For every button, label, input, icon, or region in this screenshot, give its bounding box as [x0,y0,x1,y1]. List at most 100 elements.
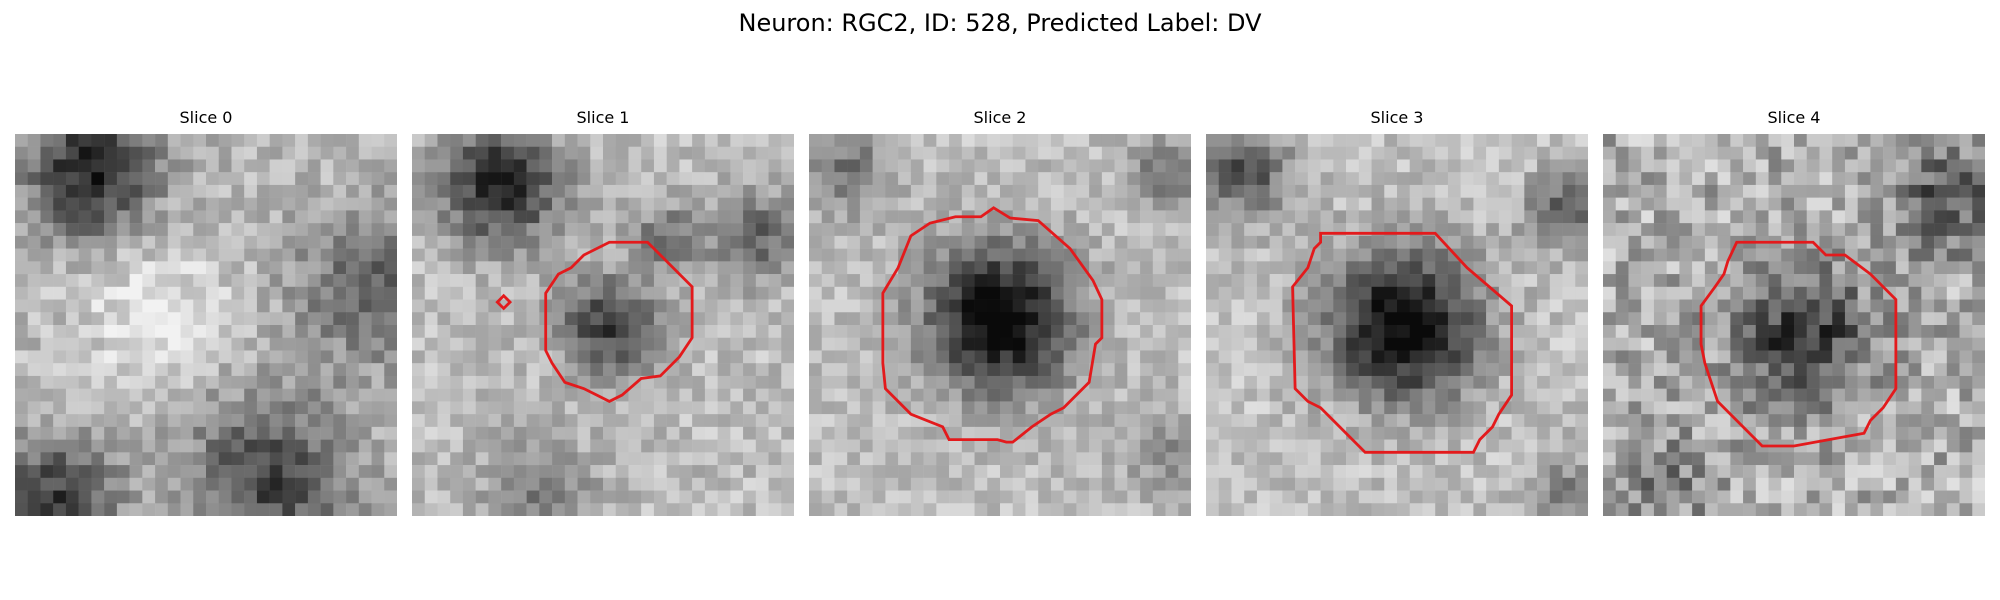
pixel [462,172,476,186]
pixel [717,452,731,466]
pixel [923,375,937,389]
pixel [1256,197,1270,211]
pixel [1282,477,1296,491]
pixel [1768,350,1782,364]
pixel [577,134,591,147]
pixel [666,134,680,147]
pixel [1307,490,1321,504]
pixel [244,261,258,275]
pixel [1730,286,1744,300]
pixel [1409,146,1423,160]
pixel [1679,312,1693,326]
pixel [1498,350,1512,364]
pixel [692,210,706,224]
pixel [437,401,451,415]
pixel [1447,401,1461,415]
pixel [1653,134,1667,147]
pixel [1768,299,1782,313]
pixel [821,261,835,275]
pixel [1524,426,1538,440]
pixel [1870,452,1884,466]
pixel [1282,388,1296,402]
pixel [116,477,130,491]
pixel [53,299,67,313]
pixel [475,337,489,351]
pixel [1114,477,1128,491]
pixel [539,414,553,428]
pixel [1768,159,1782,173]
pixel [717,477,731,491]
pixel [1959,286,1973,300]
pixel [1038,388,1052,402]
pixel [1883,235,1897,249]
pixel [679,197,693,211]
pixel [1781,223,1795,237]
pixel [1844,172,1858,186]
pixel [755,172,769,186]
pixel [987,134,1001,147]
pixel [1679,223,1693,237]
pixel [859,172,873,186]
pixel [371,337,385,351]
pixel [513,465,527,479]
pixel [1206,299,1219,313]
pixel [641,426,655,440]
pixel [1371,426,1385,440]
pixel [27,286,41,300]
pixel [513,363,527,377]
pixel [269,503,283,516]
pixel [1218,490,1232,504]
pixel [1628,172,1642,186]
pixel [1806,312,1820,326]
pixel [1641,350,1655,364]
small-contour [495,293,513,311]
pixel [1537,439,1551,453]
pixel [1371,452,1385,466]
pixel [755,146,769,160]
pixel [320,197,334,211]
pixel [1679,210,1693,224]
pixel [437,465,451,479]
pixel [1114,401,1128,415]
pixel [809,274,822,288]
pixel [961,172,975,186]
pixel [1371,172,1385,186]
pixel [1755,146,1769,160]
pixel [1409,210,1423,224]
pixel [1575,184,1588,198]
pixel [78,490,92,504]
pixel [564,299,578,313]
pixel [1653,235,1667,249]
pixel [1768,210,1782,224]
pixel [1063,159,1077,173]
pixel [244,363,258,377]
pixel [129,172,143,186]
pixel [1460,388,1474,402]
pixel [462,274,476,288]
pixel [1256,350,1270,364]
pixel [1934,312,1948,326]
pixel [1012,197,1026,211]
pixel [104,197,118,211]
pixel [1127,490,1141,504]
pixel [78,312,92,326]
pixel [539,146,553,160]
pixel [15,172,28,186]
pixel [1549,490,1563,504]
pixel [847,299,861,313]
pixel [1307,401,1321,415]
pixel [1447,375,1461,389]
pixel [641,401,655,415]
pixel [1346,299,1360,313]
pixel [1486,337,1500,351]
pixel [692,159,706,173]
pixel [552,325,566,338]
pixel [603,261,616,275]
pixel [1946,350,1960,364]
pixel [1460,312,1474,326]
pixel [1549,388,1563,402]
pixel [15,363,28,377]
pixel [320,261,334,275]
pixel [1755,375,1769,389]
pixel [40,197,54,211]
